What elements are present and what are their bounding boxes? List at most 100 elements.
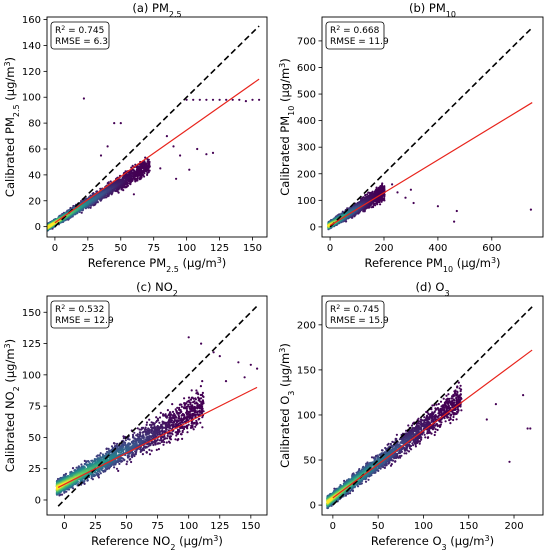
data-point <box>381 199 384 202</box>
outlier-point <box>196 147 199 151</box>
data-point <box>381 182 384 185</box>
data-point <box>375 186 378 189</box>
data-point <box>138 167 142 170</box>
x-tick-label: 75 <box>147 243 160 254</box>
x-tick-label: 0 <box>52 243 58 254</box>
y-tick-label: 140 <box>22 41 41 52</box>
y-tick-label: 40 <box>28 170 41 181</box>
data-point <box>379 191 382 194</box>
data-point <box>89 206 92 209</box>
data-point <box>128 182 131 185</box>
plot-area-pm25 <box>47 25 261 232</box>
data-point <box>147 171 150 174</box>
data-point <box>380 200 383 203</box>
plot-area-pm10 <box>327 27 533 231</box>
outlier-point <box>258 98 261 101</box>
outlier-point <box>205 98 208 101</box>
data-point <box>379 203 382 206</box>
data-point <box>144 164 147 167</box>
y-tick-label: 20 <box>28 196 41 207</box>
x-tick-label: 125 <box>210 243 229 254</box>
data-point <box>109 180 112 183</box>
y-tick-label: 120 <box>22 67 41 78</box>
data-point <box>139 170 142 173</box>
data-point <box>107 189 110 192</box>
y-tick-label: 160 <box>22 15 41 26</box>
outlier-point <box>99 154 103 157</box>
scatter-points-pm25 <box>47 97 261 232</box>
outlier-point <box>159 167 162 170</box>
outlier-point <box>218 98 221 101</box>
axes-frame <box>46 16 268 238</box>
data-point <box>143 167 146 170</box>
fit-line <box>54 78 260 224</box>
outlier-point <box>205 153 208 156</box>
outlier-point <box>113 122 116 125</box>
outlier-point <box>211 98 215 101</box>
y-tick-label: 100 <box>22 93 41 104</box>
outlier-point <box>238 98 241 101</box>
data-point <box>131 164 134 167</box>
outlier-point <box>231 98 234 101</box>
x-tick-label: 50 <box>114 243 127 254</box>
data-point <box>87 201 90 204</box>
outlier-point <box>119 122 122 125</box>
data-point <box>366 193 369 196</box>
outlier-point <box>82 97 85 100</box>
data-point <box>80 211 83 214</box>
outlier-point <box>188 168 191 171</box>
identity-line <box>54 25 260 228</box>
data-point <box>147 158 150 161</box>
r2-text: R2 = 0.745 <box>55 25 104 37</box>
outlier-point <box>165 135 168 138</box>
data-point <box>144 162 147 165</box>
x-tick-label: 150 <box>243 243 262 254</box>
outlier-point <box>211 151 215 154</box>
data-point <box>135 166 138 169</box>
x-tick-label: 100 <box>177 243 196 254</box>
data-point <box>136 177 139 181</box>
data-point <box>134 180 137 183</box>
data-point <box>131 168 134 171</box>
data-point <box>139 176 142 179</box>
data-point <box>142 165 145 168</box>
data-point <box>82 204 85 207</box>
outlier-point <box>225 98 228 101</box>
y-axis-label: Calibrated PM2.5 (μg/m3) <box>3 57 21 197</box>
data-point <box>141 170 144 173</box>
y-tick-label: 80 <box>28 119 41 130</box>
outlier-point <box>251 98 254 101</box>
x-tick-label: 25 <box>81 243 94 254</box>
outlier-point <box>198 98 201 101</box>
data-point <box>378 187 381 190</box>
scatter-points-pm10 <box>327 182 533 231</box>
outlier-point <box>192 98 195 101</box>
outlier-point <box>244 100 247 103</box>
data-point <box>148 164 151 167</box>
rmse-text: RMSE = 6.3 <box>55 37 108 47</box>
data-point <box>104 190 107 194</box>
outlier-point <box>185 98 188 101</box>
data-point <box>145 169 148 172</box>
outlier-point <box>106 145 109 148</box>
data-point <box>383 186 386 189</box>
outlier-point <box>179 154 182 157</box>
data-point <box>73 209 76 213</box>
data-point <box>381 195 384 198</box>
data-point <box>141 172 144 175</box>
data-point <box>379 197 382 200</box>
outlier-point <box>132 193 135 196</box>
panel-pm25: 0 25 50 75 100 125 150 0 20 40 60 80 100 120 140 160 (a)… <box>3 1 268 274</box>
data-point <box>122 189 125 192</box>
panel-title: (a) PM2.5 <box>132 1 181 19</box>
y-tick-label: 0 <box>35 222 41 233</box>
data-point <box>141 162 144 165</box>
data-point <box>370 206 373 209</box>
x-axis-label: Reference PM2.5 (μg/m3) <box>88 256 227 274</box>
data-point <box>380 184 383 188</box>
y-tick-label: 60 <box>28 145 41 156</box>
data-point <box>364 193 367 197</box>
